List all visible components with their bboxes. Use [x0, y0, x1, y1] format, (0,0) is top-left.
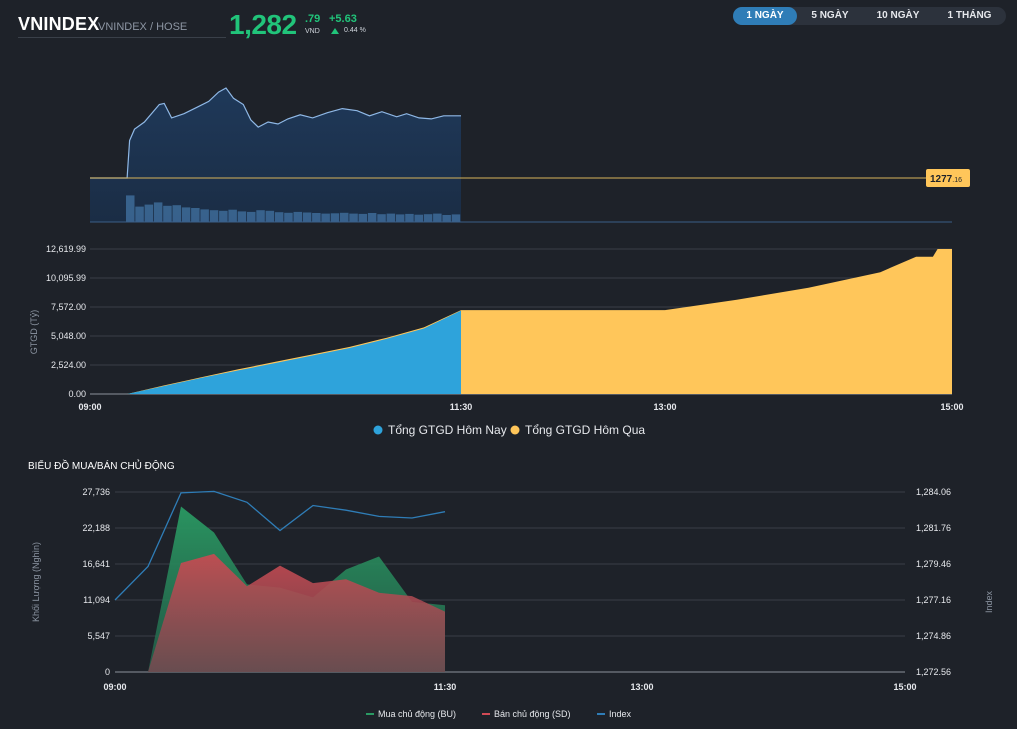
legend-marker-today	[373, 425, 383, 435]
volume-bar	[172, 205, 181, 222]
price-area	[90, 88, 461, 222]
volume-bar	[423, 214, 433, 222]
index-name: VNINDEX	[18, 14, 100, 34]
volume-bar	[395, 214, 405, 222]
buy-sell-y2-tick: 1,279.46	[916, 559, 951, 569]
volume-bar	[330, 213, 340, 222]
volume-bar	[200, 209, 209, 222]
gtgd-x-tick: 11:30	[450, 402, 473, 412]
volume-bar	[135, 206, 144, 222]
gtgd-x-tick: 15:00	[940, 402, 963, 412]
volume-bar	[386, 213, 396, 222]
volume-bar	[442, 215, 451, 222]
tab-10-days[interactable]: 10 NGÀY	[876, 10, 920, 21]
gtgd-y-label: GTGD (Tỷ)	[29, 310, 39, 355]
volume-bar	[312, 213, 321, 222]
buy-sell-x-tick: 15:00	[893, 682, 916, 692]
price-change: +5.63	[329, 13, 357, 25]
buy-sell-x-tick: 13:00	[630, 682, 653, 692]
volume-bar	[302, 212, 312, 222]
volume-bar	[153, 202, 163, 222]
tab-5-days[interactable]: 5 NGÀY	[811, 10, 849, 21]
volume-bar	[228, 209, 237, 222]
price-decimal: .79	[305, 13, 321, 25]
volume-bar	[340, 212, 349, 222]
legend-label-2: Index	[609, 709, 632, 719]
buy-sell-y-tick: 0	[105, 667, 110, 677]
buy-sell-y-tick: 11,094	[83, 595, 110, 605]
legend-label-0: Mua chủ động (BU)	[378, 709, 456, 719]
buy-sell-y-tick: 16,641	[82, 559, 110, 569]
gtgd-y-tick: 0.00	[68, 389, 86, 399]
price-change-percent: 0.44 %	[344, 27, 366, 34]
buy-sell-y-tick: 5,547	[87, 631, 110, 641]
volume-bar	[144, 204, 154, 222]
volume-bar	[256, 210, 265, 222]
intraday-price-chart: 1277.16	[90, 87, 970, 223]
index-exchange: VNINDEX / HOSE	[98, 21, 188, 33]
gtgd-today-area	[90, 310, 461, 394]
volume-bar	[163, 205, 172, 222]
tab-1-day[interactable]: 1 NGÀY	[733, 7, 797, 25]
volume-bar	[209, 210, 219, 222]
buy-sell-y2-tick: 1,277.16	[916, 595, 951, 605]
sd-area	[115, 553, 445, 672]
buy-sell-y2-tick: 1,284.06	[916, 487, 951, 497]
volume-bar	[349, 213, 358, 222]
volume-bar	[405, 213, 414, 222]
price-integer: 1,282	[229, 9, 297, 40]
volume-bar	[265, 210, 275, 222]
buy-sell-y2-label: Index	[984, 590, 994, 613]
reference-badge	[926, 169, 970, 187]
volume-bar	[358, 213, 368, 222]
reference-label-decimal: .16	[952, 177, 962, 184]
volume-bar	[247, 211, 256, 222]
volume-bar	[367, 213, 377, 222]
volume-bar	[377, 214, 386, 222]
gtgd-y-tick: 7,572.00	[51, 302, 86, 312]
buy-sell-y-tick: 22,188	[82, 523, 110, 533]
volume-bar	[321, 213, 330, 222]
legend-marker-yesterday	[510, 425, 520, 435]
volume-bar	[181, 207, 191, 222]
reference-label: 1277.16	[930, 174, 962, 185]
volume-bar	[126, 195, 135, 222]
index-underline	[18, 37, 226, 38]
gtgd-y-tick: 5,048.00	[51, 331, 86, 341]
legend-label-today: Tổng GTGD Hôm Nay	[388, 423, 507, 437]
legend-label-1: Bán chủ động (SD)	[494, 709, 571, 719]
buy-sell-y2-tick: 1,274.86	[916, 631, 951, 641]
volume-bar	[284, 212, 293, 222]
volume-bar	[274, 212, 284, 222]
up-arrow-icon	[331, 28, 339, 34]
gtgd-chart: 0.00 2,524.00 5,048.00 7,572.00 10,095.99 12,…	[29, 244, 964, 437]
volume-bar	[237, 211, 247, 222]
buy-sell-y-label: Khối Lượng (Nghìn)	[31, 542, 41, 622]
buy-sell-y-tick: 27,736	[82, 487, 110, 497]
volume-bar	[219, 210, 228, 222]
price-line	[90, 87, 461, 179]
buy-sell-title: BIỂU ĐỒ MUA/BÁN CHỦ ĐỘNG	[28, 459, 175, 472]
buy-sell-x-tick: 11:30	[434, 682, 457, 692]
legend-label-yesterday: Tổng GTGD Hôm Qua	[525, 423, 645, 437]
index-line	[114, 490, 446, 601]
volume-bar	[414, 214, 423, 222]
gtgd-y-tick: 12,619.99	[46, 244, 86, 254]
volume-bar	[433, 213, 442, 222]
volume-bar	[451, 214, 461, 222]
gtgd-y-tick: 2,524.00	[51, 360, 86, 370]
volume-bar	[293, 211, 302, 222]
header: VNINDEX VNINDEX / HOSE 1,282 .79 VND +5.…	[0, 0, 1017, 42]
buy-sell-y2-tick: 1,272.56	[916, 667, 951, 677]
volume-bar	[191, 208, 200, 222]
gtgd-x-tick: 09:00	[78, 402, 101, 412]
buy-sell-y2-tick: 1,281.76	[916, 523, 951, 533]
buy-sell-x-tick: 09:00	[103, 682, 126, 692]
gtgd-y-tick: 10,095.99	[46, 273, 86, 283]
gtgd-x-tick: 13:00	[653, 402, 676, 412]
tab-1-month[interactable]: 1 THÁNG	[947, 10, 992, 21]
range-tabs: 1 NGÀY 5 NGÀY 10 NGÀY 1 THÁNG	[733, 7, 1006, 25]
price-currency: VND	[305, 28, 320, 35]
